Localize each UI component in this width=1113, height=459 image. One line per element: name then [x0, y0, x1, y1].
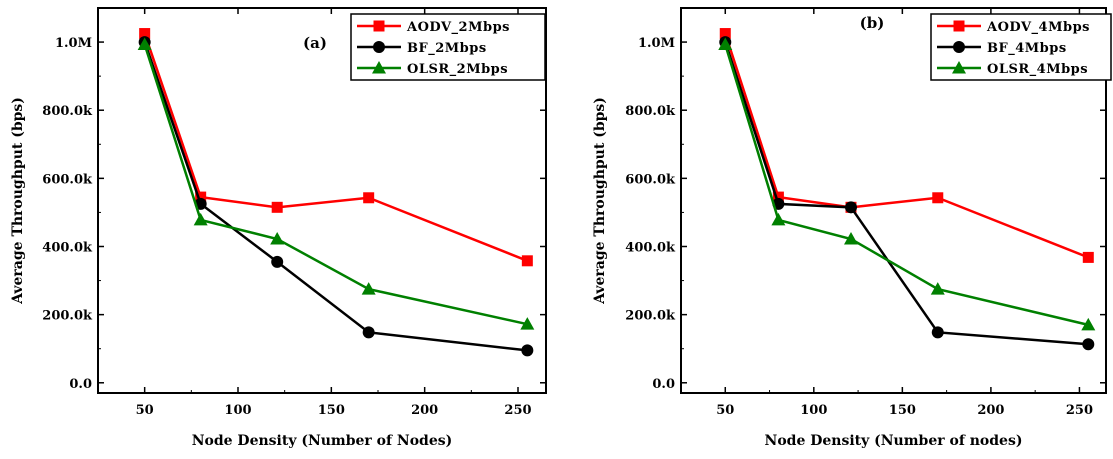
data-point	[270, 232, 285, 245]
y-tick-label: 1.0M	[55, 36, 92, 51]
y-tick-label: 400.0k	[625, 240, 676, 255]
data-point	[845, 201, 857, 214]
plot-frame	[680, 7, 1107, 394]
data-point	[718, 37, 733, 50]
plot-frame	[97, 7, 547, 394]
data-point	[363, 192, 375, 204]
x-tick-label: 150	[318, 403, 345, 418]
legend-marker	[373, 20, 385, 32]
chart-panel-b: 50 100 150 200 250 0.0 200.0k 400.0k 600.0k 800.0…	[592, 7, 1112, 449]
x-tick-label: 50	[136, 403, 154, 418]
legend-marker	[952, 61, 966, 74]
legend-label: OLSR_4Mbps	[987, 62, 1088, 77]
legend-marker	[373, 41, 385, 53]
y-tick-label: 800.0k	[625, 104, 676, 119]
panel-label: (b)	[860, 14, 885, 32]
data-point	[772, 191, 784, 203]
data-point	[520, 317, 535, 330]
x-tick-label: 150	[889, 403, 916, 418]
data-point	[195, 191, 207, 203]
y-tick-label: 0.0	[652, 377, 675, 392]
legend-marker	[953, 20, 965, 32]
y-tick-label: 200.0k	[625, 309, 676, 324]
data-point	[931, 326, 944, 339]
data-point	[521, 344, 534, 357]
data-point	[1082, 251, 1094, 263]
data-point	[930, 282, 945, 295]
x-tick-label: 50	[716, 403, 734, 418]
series-line-olsr-4mbps	[724, 44, 1089, 327]
panel-label: (a)	[303, 34, 327, 52]
data-point	[362, 326, 375, 339]
data-point	[521, 255, 533, 267]
y-axis-title: Average Throughput (bps)	[592, 97, 608, 305]
data-point	[719, 28, 731, 40]
x-tick-label: 100	[224, 403, 251, 418]
x-tick-label: 100	[800, 403, 827, 418]
x-axis-title: Node Density (Number of nodes)	[765, 433, 1023, 449]
y-tick-label: 1.0M	[638, 36, 675, 51]
data-point	[771, 212, 786, 226]
y-tick-label: 600.0k	[42, 172, 93, 187]
legend-marker	[953, 41, 965, 53]
x-tick-label: 200	[977, 403, 1004, 418]
legend-label: OLSR_2Mbps	[407, 62, 508, 77]
data-point	[361, 282, 376, 295]
legend-marker	[372, 61, 386, 74]
data-point	[193, 212, 208, 226]
data-point	[271, 201, 283, 213]
y-tick-label: 800.0k	[42, 104, 93, 119]
data-point	[137, 37, 152, 50]
x-tick-label: 250	[1066, 403, 1093, 418]
x-tick-label: 250	[504, 403, 531, 418]
x-axis-title: Node Density (Number of Nodes)	[192, 433, 453, 449]
data-point	[932, 192, 944, 204]
data-point	[1081, 317, 1096, 331]
legend-label: BF_4Mbps	[987, 41, 1067, 56]
legend-label: AODV_4Mbps	[986, 20, 1090, 35]
legend-label: AODV_2Mbps	[406, 20, 510, 35]
y-tick-label: 0.0	[69, 377, 92, 392]
chart-panel-a: 50 100 150 200 250 0.0 200.0k 400.0k 600.0k 800.0…	[10, 7, 547, 449]
legend-label: BF_2Mbps	[407, 41, 487, 56]
y-tick-label: 600.0k	[625, 172, 676, 187]
data-point	[139, 28, 151, 40]
y-tick-label: 200.0k	[42, 309, 93, 324]
data-point	[844, 232, 858, 245]
series-line-olsr-2mbps	[143, 44, 528, 326]
x-tick-label: 200	[411, 403, 438, 418]
data-point	[1082, 338, 1095, 351]
y-axis-title: Average Throughput (bps)	[10, 97, 26, 305]
y-tick-label: 400.0k	[42, 240, 93, 255]
data-point	[271, 255, 284, 268]
